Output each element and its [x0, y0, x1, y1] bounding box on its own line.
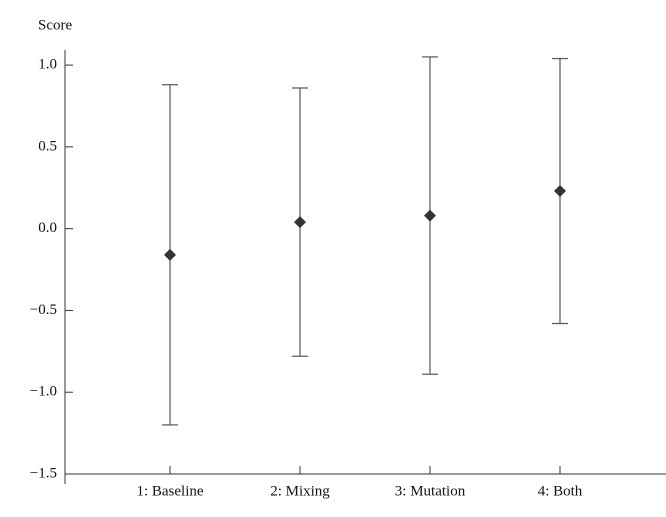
x-tick-label: 1: Baseline	[136, 483, 203, 499]
point	[294, 216, 306, 229]
y-tick-label: 1.0	[38, 57, 57, 73]
x-tick-label: 2: Mixing	[270, 483, 330, 499]
y-tick-label: −0.5	[30, 302, 57, 318]
x-tick-label: 4: Both	[538, 483, 583, 499]
x-tick-label: 3: Mutation	[395, 483, 466, 499]
y-axis-label: Score	[38, 17, 72, 33]
y-tick-label: −1.5	[30, 465, 57, 481]
point	[164, 248, 176, 261]
y-tick-label: −1.0	[30, 384, 57, 400]
point	[424, 209, 436, 222]
y-tick-label: 0.5	[38, 138, 57, 154]
point	[554, 185, 566, 198]
y-tick-label: 0.0	[38, 220, 57, 236]
